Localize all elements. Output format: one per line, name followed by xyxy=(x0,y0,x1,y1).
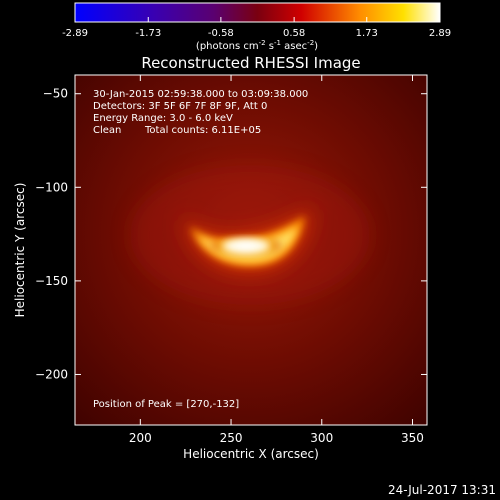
chart-title: Reconstructed RHESSI Image xyxy=(141,54,360,72)
colorbar-ticks: -2.89 -1.73 -0.58 0.58 1.73 2.89 xyxy=(62,17,451,39)
info-time-range: 30-Jan-2015 02:59:38.000 to 03:09:38.000 xyxy=(93,89,308,100)
info-detectors: Detectors: 3F 5F 6F 7F 8F 9F, Att 0 xyxy=(93,101,267,112)
y-tick-label: −200 xyxy=(35,367,68,381)
heatmap-image xyxy=(75,75,427,425)
x-tick-label: 250 xyxy=(220,431,243,445)
colorbar-tick-label: -2.89 xyxy=(62,28,88,39)
colorbar-tick-label: 2.89 xyxy=(429,28,451,39)
colorbar-tick-label: -1.73 xyxy=(135,28,161,39)
plot-frame xyxy=(74,74,428,426)
x-axis-label: Heliocentric X (arcsec) xyxy=(183,447,319,461)
colorbar-tick-label: 1.73 xyxy=(356,28,378,39)
info-total-counts: Total counts: 6.11E+05 xyxy=(144,125,261,136)
x-axis: 200 250 300 350 xyxy=(129,75,424,445)
y-tick-label: −100 xyxy=(35,180,68,194)
y-tick-label: −150 xyxy=(35,274,68,288)
x-tick-label: 350 xyxy=(401,431,424,445)
x-tick-label: 300 xyxy=(310,431,333,445)
x-tick-label: 200 xyxy=(129,431,152,445)
colorbar-tick-label: -0.58 xyxy=(208,28,234,39)
info-algorithm: Clean xyxy=(93,125,121,136)
footer-date: 24-Jul-2017 13:31 xyxy=(388,483,496,497)
peak-position-text: Position of Peak = [270,-132] xyxy=(93,399,239,410)
info-energy-range: Energy Range: 3.0 - 6.0 keV xyxy=(93,113,233,124)
colorbar-tick-label: 0.58 xyxy=(283,28,305,39)
colorbar-units: (photons cm-2 s-1 asec-2) xyxy=(196,39,318,52)
y-tick-label: −50 xyxy=(43,87,68,101)
info-block: 30-Jan-2015 02:59:38.000 to 03:09:38.000… xyxy=(93,89,308,136)
y-axis: −50 −100 −150 −200 xyxy=(35,87,427,381)
colorbar xyxy=(74,2,441,23)
y-axis-label: Heliocentric Y (arcsec) xyxy=(13,183,27,318)
